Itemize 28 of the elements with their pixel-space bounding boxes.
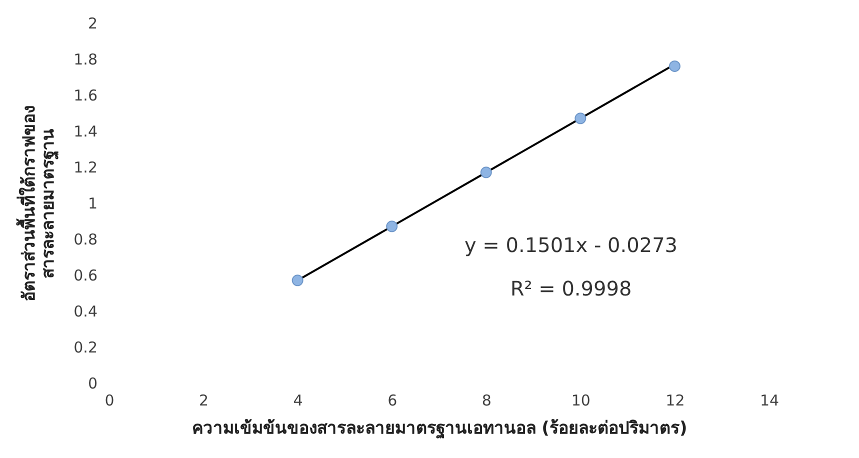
y-tick-label: 0.8 — [74, 230, 98, 248]
point — [386, 220, 398, 232]
x-tick-label: 12 — [666, 392, 685, 410]
y-tick-label: 1 — [88, 194, 98, 212]
y-tick-label: 2 — [88, 14, 98, 32]
y-tick-label: 1.4 — [74, 122, 98, 140]
x-tick-label: 2 — [199, 392, 209, 410]
x-axis-title: ความเข้มข้นของสารละลายมาตรฐานเอทานอล (ร้อยละต่อปริมาตร) — [192, 418, 688, 440]
y-tick-label: 0.4 — [74, 302, 98, 320]
annotation: R² = 0.9998 — [510, 276, 632, 300]
x-tick-label: 14 — [760, 392, 780, 410]
y-tick-label: 0.2 — [74, 338, 98, 356]
y-tick-label: 0.6 — [74, 266, 98, 284]
point — [668, 60, 680, 72]
x-tick-label: 8 — [482, 392, 492, 410]
y-tick-label: 1.2 — [74, 158, 98, 176]
y-axis-title: อัตราส่วนพื้นที่ใต้กราฟของ สารละลายมาตรฐาน — [16, 106, 60, 302]
y-tick-label: 1.8 — [74, 50, 98, 68]
x-tick-label: 10 — [571, 392, 590, 410]
x-tick-label: 4 — [293, 392, 303, 410]
x-tick-label: 6 — [388, 392, 398, 410]
y-tick-label: 1.6 — [74, 86, 98, 104]
annotation: y = 0.1501x - 0.0273 — [464, 233, 678, 258]
x-tick-label: 0 — [104, 392, 114, 410]
point — [480, 166, 492, 178]
point — [574, 112, 586, 124]
point — [292, 274, 304, 286]
y-tick-label: 0 — [88, 374, 98, 392]
